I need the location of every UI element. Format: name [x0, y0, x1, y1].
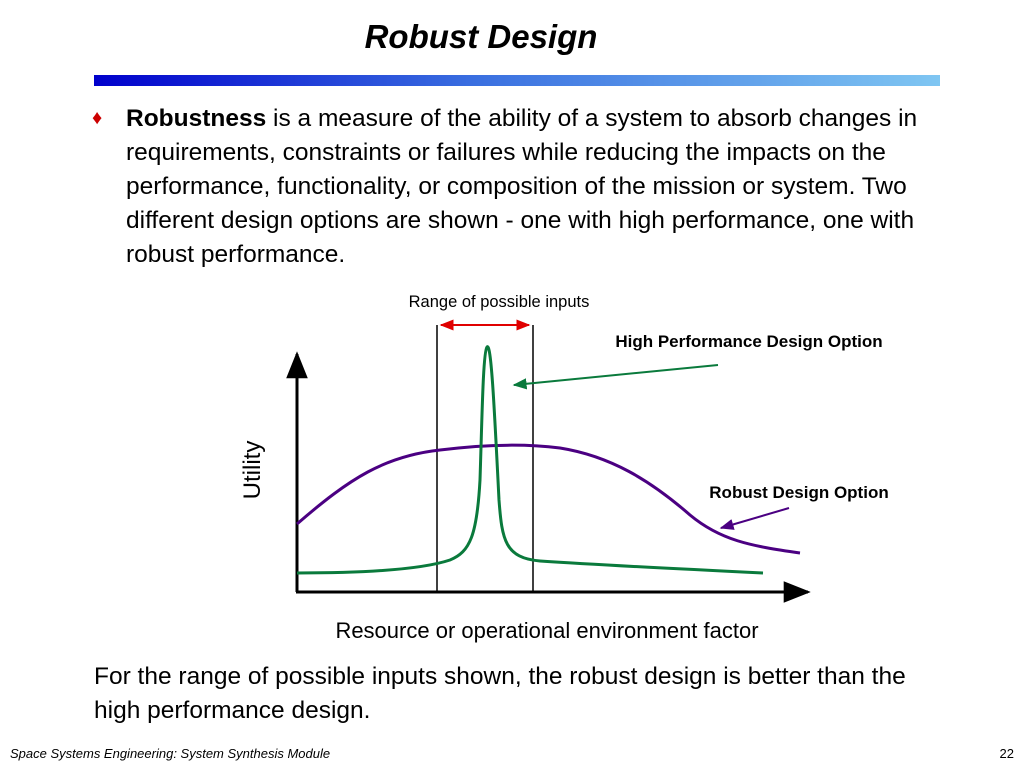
- bullet-term: Robustness: [126, 105, 267, 132]
- high-performance-label: High Performance Design Option: [615, 332, 882, 351]
- footer-course: Space Systems Engineering: System Synthe…: [10, 746, 331, 761]
- robust-design-pointer: [719, 507, 790, 530]
- slide-title: Robust Design: [364, 18, 598, 55]
- robust-design-curve: [296, 443, 801, 555]
- high-performance-curve: [296, 345, 764, 575]
- diamond-bullet-icon: ♦: [92, 107, 103, 129]
- range-label: Range of possible inputs: [409, 293, 590, 311]
- bullet-text: Robustness is a measure of the ability o…: [126, 102, 938, 272]
- footer-page-number: 22: [999, 746, 1014, 761]
- conclusion-text: For the range of possible inputs shown, …: [94, 663, 906, 724]
- title-divider: [94, 75, 940, 86]
- y-axis-label: Utility: [239, 441, 266, 500]
- bullet-body: is a measure of the ability of a system …: [126, 105, 918, 268]
- robust-design-label: Robust Design Option: [709, 483, 888, 502]
- x-axis-label: Resource or operational environment fact…: [335, 618, 758, 643]
- high-performance-pointer: [512, 364, 719, 390]
